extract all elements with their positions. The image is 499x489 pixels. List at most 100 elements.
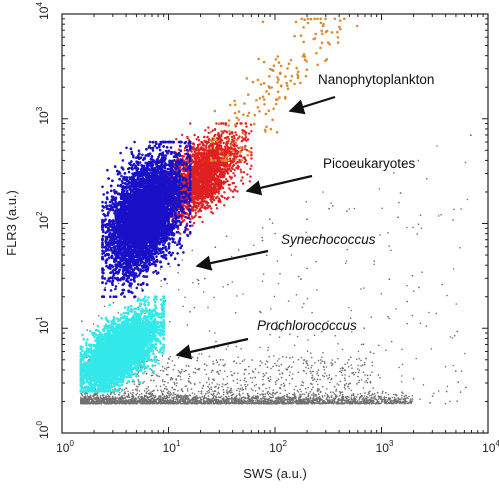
background-point-3848 — [262, 378, 264, 381]
background-point-2358 — [212, 390, 214, 393]
background-point-4566 — [323, 360, 326, 363]
background-point-4945 — [307, 398, 310, 400]
background-point-3560 — [158, 395, 160, 397]
background-point-3891 — [337, 357, 339, 360]
background-point-2374 — [287, 366, 290, 369]
background-point-4199 — [397, 216, 399, 219]
background-point-574 — [131, 395, 133, 398]
background-point-733 — [226, 375, 229, 378]
background-point-4274 — [300, 278, 302, 280]
background-point-2245 — [245, 258, 247, 260]
background-point-2880 — [269, 396, 272, 399]
background-point-4787 — [155, 400, 157, 403]
background-point-2539 — [420, 227, 423, 230]
background-point-3918 — [194, 367, 197, 370]
background-point-4073 — [393, 393, 395, 396]
background-point-1249 — [168, 390, 170, 393]
prochlorococcus-point-666 — [159, 298, 163, 302]
background-point-3547 — [359, 396, 361, 399]
background-point-3332 — [363, 361, 366, 364]
background-point-368 — [321, 395, 324, 397]
background-point-4325 — [377, 374, 380, 376]
background-point-4334 — [328, 207, 330, 210]
background-point-3359 — [250, 388, 253, 390]
background-point-2488 — [162, 378, 164, 381]
background-point-4883 — [145, 402, 148, 405]
background-point-3329 — [86, 392, 89, 395]
background-point-4947 — [113, 398, 116, 401]
background-point-2801 — [401, 348, 403, 351]
background-point-1292 — [464, 161, 467, 164]
background-point-3637 — [393, 396, 396, 399]
background-point-2748 — [233, 360, 236, 362]
background-point-932 — [164, 380, 166, 383]
background-point-4982 — [259, 310, 261, 313]
background-point-3962 — [170, 393, 173, 395]
background-point-512 — [322, 374, 324, 377]
background-point-3988 — [124, 397, 126, 400]
background-point-346 — [132, 389, 134, 391]
background-point-4708 — [244, 402, 246, 404]
background-point-3076 — [188, 375, 191, 378]
background-point-4958 — [277, 396, 280, 398]
background-point-4657 — [111, 395, 114, 398]
background-point-4892 — [251, 400, 253, 402]
background-point-4739 — [376, 391, 379, 394]
background-point-3672 — [261, 397, 264, 399]
background-point-2677 — [330, 391, 332, 393]
background-point-4919 — [258, 401, 260, 404]
background-point-4677 — [307, 394, 310, 397]
background-point-3166 — [230, 387, 232, 390]
background-point-4554 — [191, 402, 194, 405]
background-point-3249 — [316, 371, 318, 373]
background-point-4095 — [199, 401, 201, 404]
background-point-4723 — [374, 403, 377, 405]
background-point-832 — [412, 377, 415, 380]
background-point-2754 — [251, 370, 254, 372]
background-point-4669 — [245, 400, 247, 403]
background-point-3830 — [441, 283, 444, 286]
background-point-4373 — [240, 399, 243, 402]
background-point-559 — [277, 378, 280, 380]
background-point-4935 — [203, 397, 205, 400]
background-point-3875 — [459, 391, 462, 393]
background-point-292 — [455, 303, 458, 305]
background-point-3008 — [207, 389, 210, 392]
background-point-4870 — [186, 402, 189, 405]
background-point-4385 — [179, 398, 181, 401]
background-point-467 — [183, 370, 185, 373]
background-point-4495 — [326, 402, 328, 404]
background-point-4093 — [380, 293, 383, 295]
background-point-3433 — [453, 334, 456, 337]
background-point-520 — [351, 367, 353, 370]
background-point-4915 — [152, 403, 154, 405]
background-point-4483 — [148, 400, 151, 402]
background-point-4192 — [397, 397, 400, 399]
background-point-4437 — [323, 400, 325, 402]
background-point-3200 — [406, 322, 409, 325]
background-point-4983 — [295, 399, 298, 401]
background-point-4542 — [393, 401, 396, 404]
background-point-2877 — [360, 288, 362, 290]
background-point-3612 — [344, 388, 347, 390]
background-point-3446 — [144, 370, 146, 373]
background-point-3657 — [200, 353, 203, 355]
background-point-3222 — [466, 198, 469, 201]
background-point-4013 — [162, 393, 164, 396]
background-point-3810 — [323, 395, 326, 397]
background-point-1033 — [156, 349, 158, 352]
background-point-4006 — [372, 393, 374, 396]
background-point-4949 — [355, 401, 358, 404]
background-point-3861 — [161, 398, 164, 400]
background-point-4952 — [278, 369, 280, 372]
background-point-4999 — [244, 384, 246, 386]
background-point-171 — [197, 283, 200, 285]
background-point-2589 — [181, 390, 184, 392]
background-point-4357 — [431, 395, 434, 398]
background-point-4931 — [223, 397, 225, 399]
background-point-3717 — [166, 282, 168, 285]
background-point-4753 — [314, 399, 317, 402]
background-point-3177 — [428, 311, 430, 314]
background-point-3527 — [109, 397, 111, 400]
background-point-4873 — [357, 402, 360, 405]
